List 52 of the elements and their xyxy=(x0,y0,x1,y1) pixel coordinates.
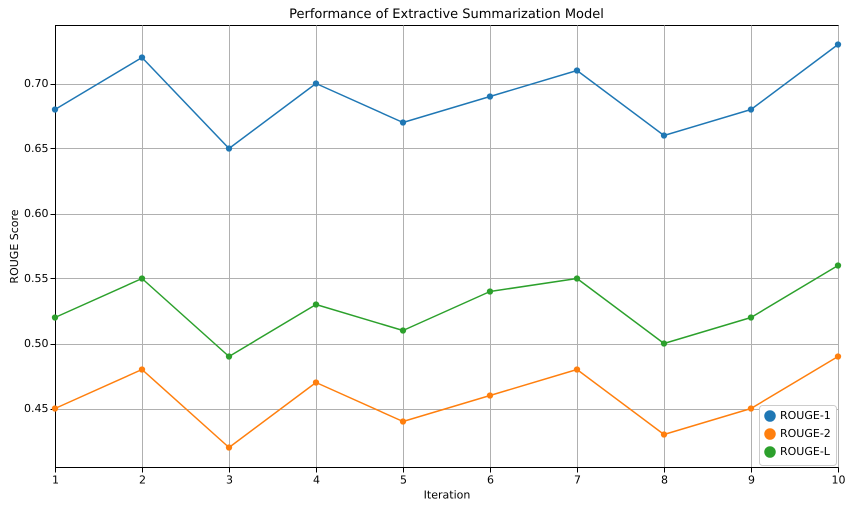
chart-title: Performance of Extractive Summarization Model xyxy=(289,7,604,22)
point xyxy=(52,314,58,321)
x-tick-label: 8 xyxy=(661,474,668,486)
y-tick-label: 0.45 xyxy=(24,402,48,415)
point xyxy=(660,340,668,347)
point xyxy=(52,106,58,113)
point xyxy=(52,405,58,412)
x-tick-label: 9 xyxy=(748,474,755,486)
point xyxy=(400,119,406,126)
point xyxy=(748,106,754,113)
point xyxy=(400,327,406,334)
point xyxy=(312,80,320,87)
x-tick-label: 5 xyxy=(400,474,407,486)
x-tick-label: 6 xyxy=(487,474,494,486)
point xyxy=(834,262,842,269)
x-tick-label: 2 xyxy=(139,474,146,486)
x-tick-label: 10 xyxy=(832,474,846,486)
x-tick-label: 1 xyxy=(52,474,59,486)
y-tick-label: 0.60 xyxy=(24,207,48,220)
y-tick-label: 0.55 xyxy=(24,272,48,285)
point xyxy=(486,288,494,295)
x-tick-label: 3 xyxy=(226,474,233,486)
y-axis-title: ROUGE Score xyxy=(8,209,22,284)
point xyxy=(748,314,754,321)
y-tick-label: 0.70 xyxy=(24,77,48,90)
legend-label: ROUGE-1 xyxy=(780,409,831,422)
point xyxy=(574,275,580,282)
legend-label: ROUGE-2 xyxy=(780,427,831,440)
point xyxy=(660,132,668,139)
point xyxy=(226,353,232,360)
point xyxy=(226,145,232,152)
legend-label: ROUGE-L xyxy=(780,445,831,458)
point xyxy=(226,444,232,451)
point xyxy=(138,275,146,282)
point xyxy=(834,353,842,360)
point xyxy=(486,93,494,100)
point xyxy=(138,54,146,61)
y-tick-label: 0.65 xyxy=(24,142,48,155)
point xyxy=(138,366,146,373)
point xyxy=(312,379,320,386)
point xyxy=(748,405,754,412)
y-tick-label: 0.50 xyxy=(24,337,48,350)
point xyxy=(400,418,406,425)
point xyxy=(834,41,842,48)
point xyxy=(574,366,580,373)
point xyxy=(486,392,494,399)
x-tick-label: 7 xyxy=(574,474,581,486)
point xyxy=(312,301,320,308)
point xyxy=(660,431,668,438)
x-axis-title: Iteration xyxy=(424,488,470,502)
x-tick-label: 4 xyxy=(313,474,320,486)
point xyxy=(574,67,580,74)
